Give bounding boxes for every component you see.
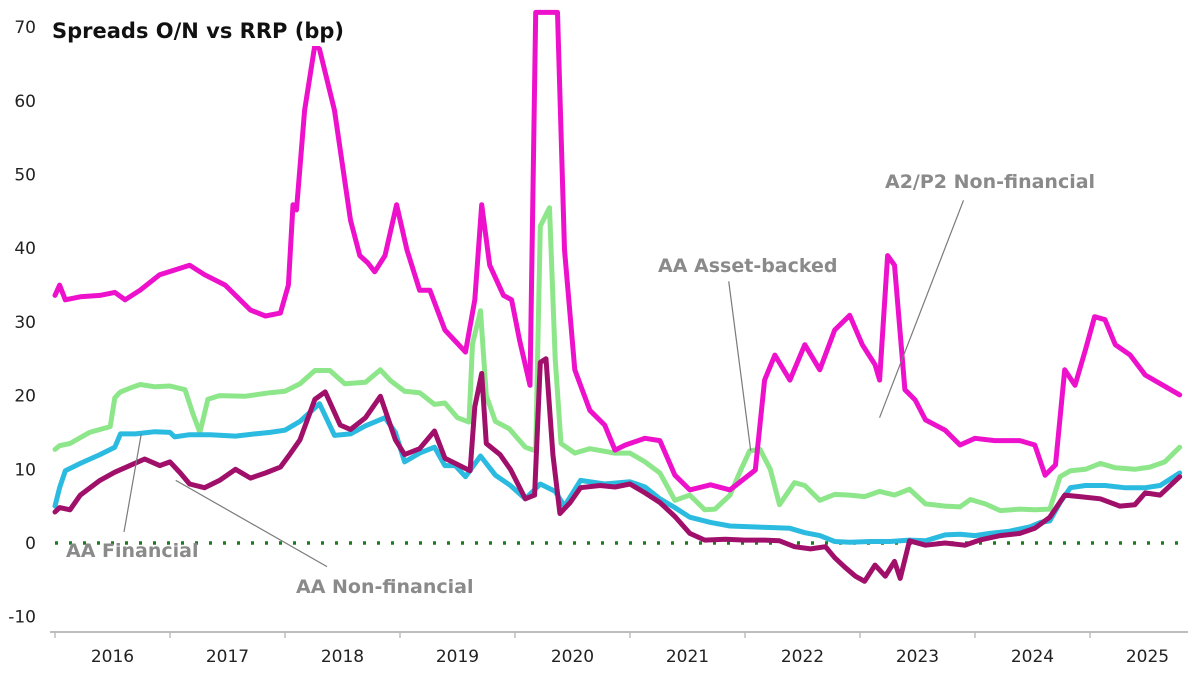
series-annotation-label: AA Financial [66,540,199,562]
y-tick-label: 70 [14,18,36,38]
y-tick-label: 20 [14,387,36,407]
annotation-leader-lines [123,200,965,568]
annotation-leader-line [728,281,752,451]
y-tick-label: 60 [14,92,36,112]
series-line-a2-p2-non-financial [52,9,1183,493]
y-axis-ticks: 70 60 50 40 30 20 10 0 -10 [8,18,36,628]
series-line-aa-financial [52,401,1183,545]
x-tick-label: 2024 [1011,647,1054,667]
x-tick-label: 2020 [551,647,594,667]
x-tick-label: 2022 [781,647,824,667]
x-tick-label: 2016 [91,647,134,667]
annotation-leader-line [123,433,142,533]
series-line-aa-non-financial [52,356,1183,584]
series-annotations: A2/P2 Non-financial AA Asset-backed AA Fin… [66,171,1095,598]
series-line-aa-asset-backed [52,205,1183,514]
y-tick-label: 10 [14,460,36,480]
y-tick-label: 30 [14,313,36,333]
title-background [46,12,346,46]
x-tick-label: 2019 [436,647,479,667]
series-annotation-label: AA Asset-backed [658,255,838,277]
x-tick-label: 2023 [896,647,939,667]
y-tick-label: -10 [8,608,36,628]
x-tick-label: 2018 [321,647,364,667]
x-tick-label: 2025 [1126,647,1169,667]
y-tick-label: 0 [25,534,36,554]
y-tick-label: 50 [14,166,36,186]
x-axis-ticks: 2016 2017 2018 2019 2020 2021 2022 2023 2024 2025 [54,632,1169,667]
annotation-leader-line [175,479,328,568]
series-annotation-label: AA Non-financial [296,576,473,598]
series-layer [52,9,1183,584]
y-tick-label: 40 [14,239,36,259]
chart-title: Spreads O/N vs RRP (bp) [52,19,344,43]
series-annotation-label: A2/P2 Non-financial [885,171,1095,193]
x-tick-label: 2017 [206,647,249,667]
x-tick-label: 2021 [666,647,709,667]
annotation-leader-line [878,200,965,418]
